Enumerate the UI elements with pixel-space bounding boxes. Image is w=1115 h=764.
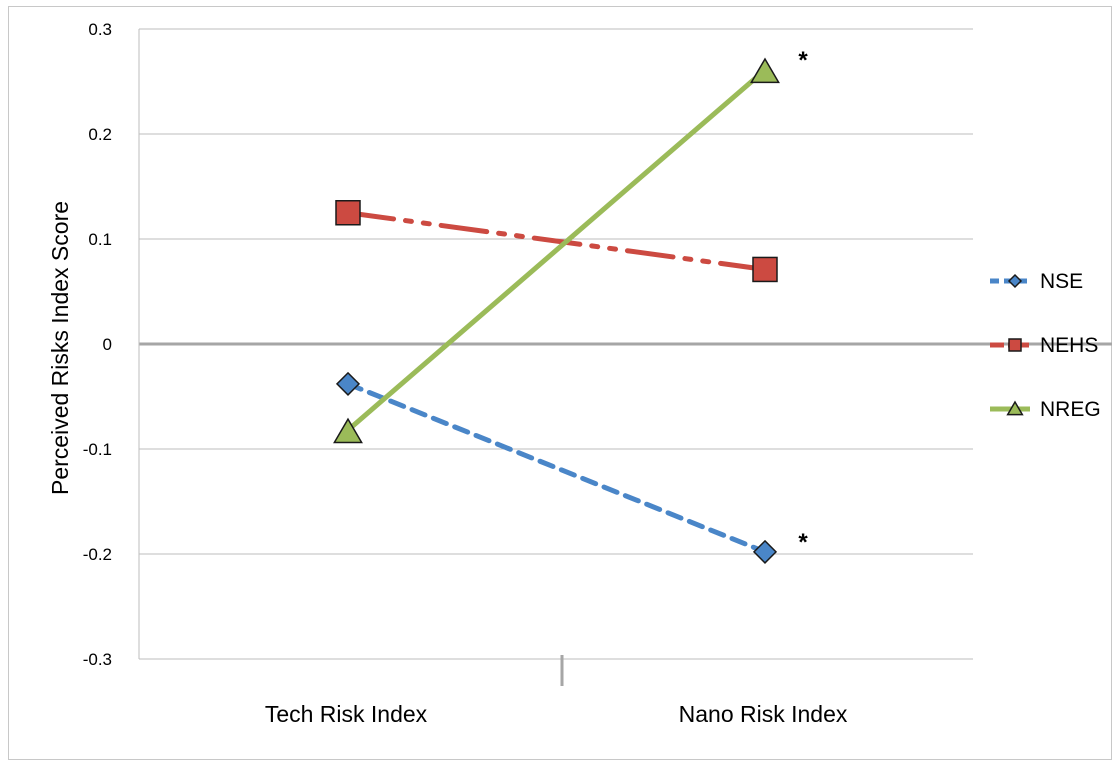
legend-marker-nehs <box>1008 338 1022 352</box>
series-line-nehs <box>345 210 768 272</box>
y-tick-label: -0.2 <box>83 545 112 564</box>
data-point-nehs <box>335 200 361 226</box>
significance-marker: * <box>798 47 808 74</box>
y-tick-label: 0.1 <box>88 230 112 249</box>
y-tick-label: 0.3 <box>88 20 112 39</box>
y-tick-label: 0 <box>103 335 112 354</box>
legend-marker-nse <box>1007 273 1023 289</box>
legend-label-nreg: NREG <box>1040 398 1101 421</box>
legend-label-nehs: NEHS <box>1040 334 1098 357</box>
y-tick-label: -0.1 <box>83 440 112 459</box>
data-point-nse <box>752 539 778 564</box>
chart-frame <box>8 6 1112 760</box>
legend-marker-nreg <box>1006 400 1024 416</box>
x-category-label: Tech Risk Index <box>265 701 428 727</box>
data-point-nse <box>335 371 361 396</box>
y-tick-label: 0.2 <box>88 125 112 144</box>
legend-label-nse: NSE <box>1040 270 1083 293</box>
significance-marker: * <box>798 529 808 556</box>
data-point-nreg <box>333 417 363 444</box>
y-axis-title: Perceived Risks Index Score <box>47 201 73 495</box>
series-line-nse <box>345 381 768 555</box>
y-tick-label: -0.3 <box>83 650 112 669</box>
series-line-nreg <box>345 67 768 433</box>
data-point-nreg <box>750 57 780 84</box>
x-category-label: Nano Risk Index <box>679 701 848 727</box>
data-point-nehs <box>752 256 778 283</box>
